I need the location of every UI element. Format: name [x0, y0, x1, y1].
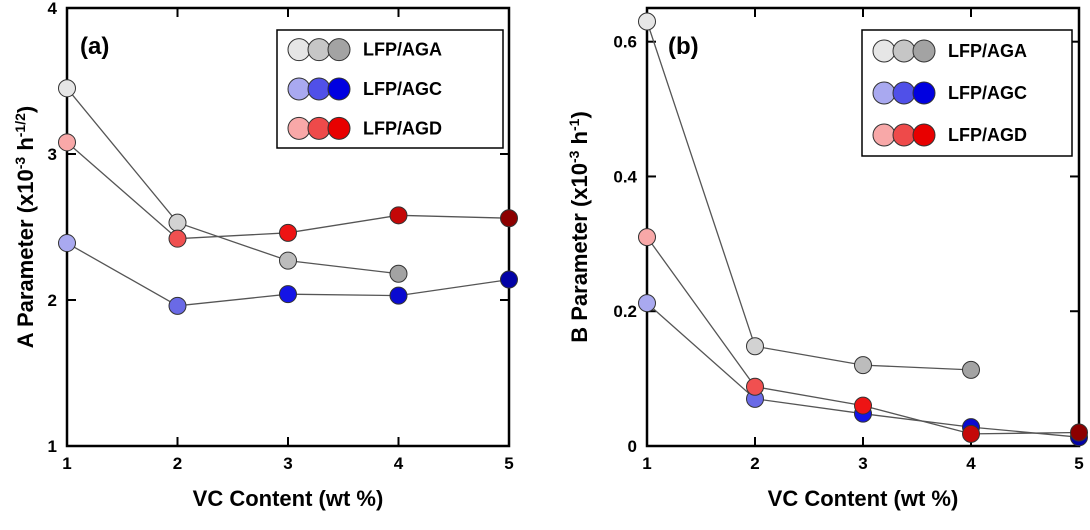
- data-point-lfp-agd-a: [58, 133, 76, 152]
- data-point-lfp-agd-a: [500, 209, 518, 228]
- x-tick-label-a: 1: [62, 454, 71, 473]
- legend-a: LFP/AGA LFP/AGC LFP/AGD: [276, 29, 504, 149]
- y-axis-title-b-exp2: -1: [566, 118, 582, 131]
- legend-marker-lfp-agd-b: [872, 123, 896, 147]
- legend-marker-lfp-agd-b: [892, 123, 916, 147]
- data-point-lfp-agc-a: [389, 286, 408, 305]
- data-point-lfp-aga-b: [854, 356, 872, 375]
- legend-marker-lfp-aga-a: [287, 38, 311, 62]
- data-point-lfp-agc-a: [279, 285, 297, 304]
- data-point-lfp-agd-b: [638, 228, 656, 247]
- x-axis-title-a: VC Content (wt %): [193, 486, 384, 511]
- series-line-lfp-aga-a: [66, 87, 399, 275]
- data-point-lfp-aga-a: [58, 79, 76, 98]
- data-point-lfp-agc-a: [500, 270, 518, 289]
- legend-marker-lfp-agc-a: [327, 77, 351, 101]
- x-tick-label-a: 4: [394, 454, 404, 473]
- x-tick-label-b: 1: [642, 454, 651, 473]
- y-axis-title-b-mid: h: [567, 131, 592, 151]
- legend-label-lfp-agc-a: LFP/AGC: [363, 79, 442, 99]
- data-point-lfp-agd-a: [389, 206, 408, 225]
- legend-label-lfp-agc-b: LFP/AGC: [948, 83, 1027, 103]
- x-tick-label-b: 2: [750, 454, 759, 473]
- legend-marker-lfp-agc-a: [287, 77, 311, 101]
- legend-marker-lfp-aga-b: [892, 39, 916, 63]
- y-axis-title-b-main: B Parameter (x10: [567, 163, 592, 343]
- legend-label-lfp-agd-b: LFP/AGD: [948, 125, 1027, 145]
- data-point-lfp-aga-b: [638, 12, 656, 31]
- x-tick-label-a: 3: [283, 454, 292, 473]
- y-tick-label-b: 0.2: [613, 302, 637, 321]
- series-line-lfp-aga-b: [646, 21, 972, 371]
- data-point-lfp-agd-b: [854, 396, 872, 415]
- legend-marker-lfp-aga-a: [307, 38, 331, 62]
- data-point-lfp-agd-b: [1070, 423, 1088, 442]
- series-b: [638, 12, 1088, 447]
- y-tick-label-a: 2: [48, 291, 57, 310]
- x-axis-title-b: VC Content (wt %): [768, 486, 959, 511]
- x-tick-label-a: 2: [173, 454, 182, 473]
- legend-marker-lfp-aga-a: [327, 38, 351, 62]
- data-point-lfp-agd-a: [279, 223, 297, 242]
- y-tick-label-a: 1: [48, 437, 57, 456]
- y-axis-title-a-end: ): [13, 106, 38, 113]
- legend-marker-lfp-agc-b: [892, 81, 916, 105]
- legend-label-lfp-agd-a: LFP/AGD: [363, 118, 442, 138]
- legend-marker-lfp-agd-a: [327, 116, 351, 140]
- legend-label-lfp-aga-a: LFP/AGA: [363, 40, 442, 60]
- y-tick-label-a: 4: [48, 0, 58, 18]
- y-axis-title-a: A Parameter (x10-3 h-1/2): [12, 106, 38, 348]
- legend-marker-lfp-aga-b: [872, 39, 896, 63]
- legend-marker-lfp-agc-a: [307, 77, 331, 101]
- data-point-lfp-aga-a: [279, 251, 297, 270]
- data-point-lfp-aga-b: [962, 360, 980, 379]
- legend-b: LFP/AGA LFP/AGC LFP/AGD: [861, 29, 1073, 157]
- legend-marker-lfp-aga-b: [912, 39, 936, 63]
- legend-label-lfp-aga-b: LFP/AGA: [948, 41, 1027, 61]
- x-tick-label-b: 4: [966, 454, 976, 473]
- panel-a: (a) VC Content (wt %) A Parameter (x10-3…: [12, 0, 518, 511]
- y-axis-title-b-end: ): [567, 111, 592, 118]
- y-axis-title-a-exp1: -3: [12, 157, 28, 170]
- ticks-a: 1 2 3 4 5 1 2 3 4: [48, 0, 514, 473]
- y-axis-title-a-exp2: -1/2: [12, 113, 28, 137]
- y-axis-title-a-main: A Parameter (x10: [13, 169, 38, 348]
- series-a: [58, 79, 518, 315]
- legend-marker-lfp-agd-a: [307, 116, 331, 140]
- panel-b: (b) VC Content (wt %) B Parameter (x10-3…: [566, 6, 1088, 511]
- data-point-lfp-agd-a: [168, 229, 187, 248]
- y-axis-title-b-exp1: -3: [566, 150, 582, 163]
- y-tick-label-b: 0.4: [613, 167, 637, 186]
- y-tick-label-a: 3: [48, 145, 57, 164]
- panel-label-b: (b): [668, 33, 699, 60]
- x-tick-label-a: 5: [504, 454, 513, 473]
- y-tick-label-b: 0.6: [613, 33, 637, 52]
- data-point-lfp-aga-a: [168, 213, 187, 232]
- y-tick-label-b: 0: [628, 437, 637, 456]
- data-point-lfp-agd-b: [962, 424, 980, 443]
- x-tick-label-b: 3: [858, 454, 867, 473]
- data-point-lfp-agc-a: [168, 296, 187, 315]
- data-point-lfp-aga-a: [389, 264, 408, 283]
- data-point-lfp-aga-b: [746, 337, 764, 356]
- data-point-lfp-agc-a: [58, 234, 76, 253]
- legend-marker-lfp-agd-a: [287, 116, 311, 140]
- data-point-lfp-agc-b: [638, 294, 656, 313]
- x-tick-label-b: 5: [1074, 454, 1083, 473]
- legend-marker-lfp-agc-b: [872, 81, 896, 105]
- legend-marker-lfp-agc-b: [912, 81, 936, 105]
- panel-label-a: (a): [80, 33, 109, 60]
- legend-marker-lfp-agd-b: [912, 123, 936, 147]
- y-axis-title-b: B Parameter (x10-3 h-1): [566, 111, 592, 343]
- y-axis-title-a-mid: h: [13, 137, 38, 157]
- data-point-lfp-agd-b: [746, 377, 764, 396]
